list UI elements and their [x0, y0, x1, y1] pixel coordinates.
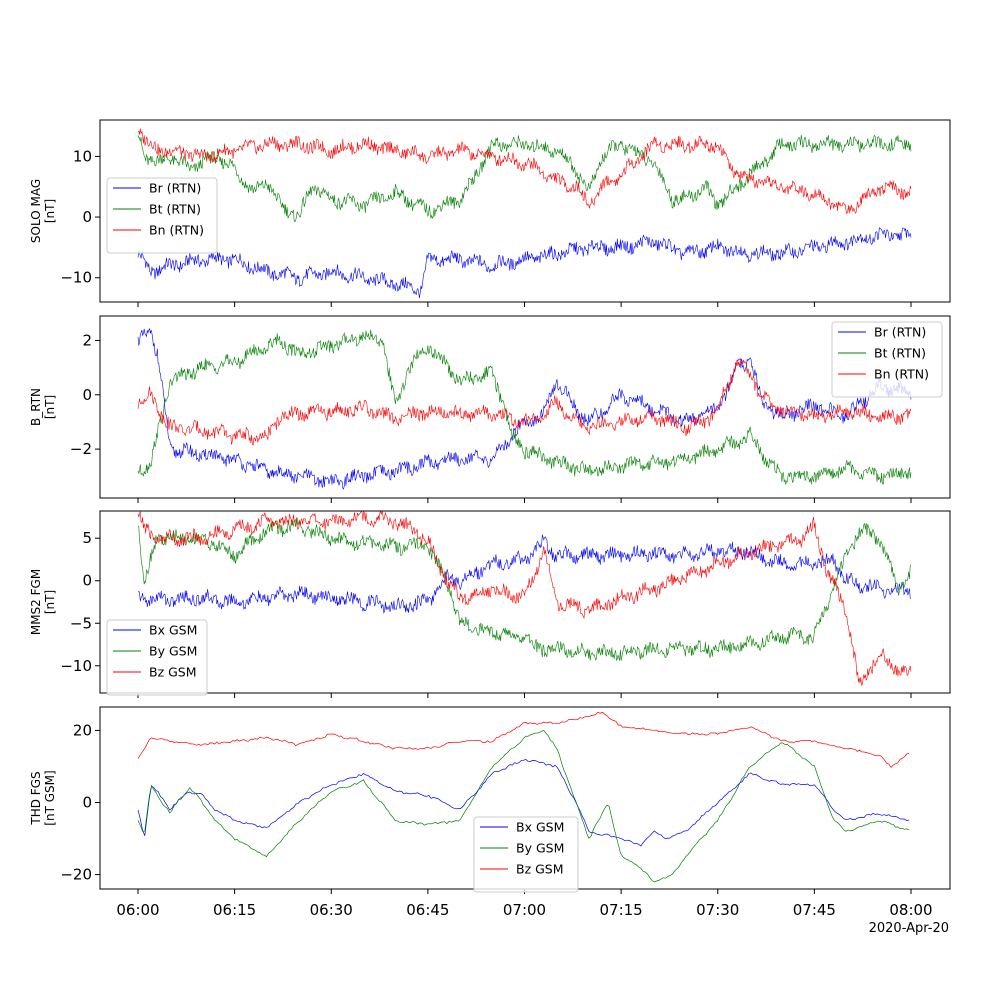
legend-entry: Bz GSM [149, 665, 197, 680]
panels: −10 0 10 SOLO MAG[nT] Br (RTN) Bt (RTN) Bn (RT… [29, 119, 951, 894]
y-tick-label: 20 [73, 721, 92, 739]
y-axis-label: B_RTN[nT] [29, 388, 57, 426]
y-tick-label: 0 [82, 208, 92, 226]
series-bx-gsm-line [137, 534, 912, 614]
legend-entry: Bz GSM [516, 862, 564, 877]
series-bt-rtn-line [137, 134, 912, 223]
y-tick-label: −5 [70, 614, 92, 632]
legend-entry: Bx GSM [149, 623, 197, 638]
panel-3: −10 −5 0 5 MMS2 FGM[nT] Bx GSM By GSM Bz GSM [29, 510, 951, 698]
panel-4: −20 0 20 THD FGS[nT GSM] Bx GSM By GSM Bz GSM [29, 706, 951, 894]
x-tick-label: 07:45 [793, 901, 836, 919]
y-tick-label: 2 [82, 331, 92, 349]
x-tick-label: 06:45 [406, 901, 449, 919]
panel-2: −2 0 2 B_RTN[nT] Br (RTN) Bt (RTN) Bn (RTN) [29, 315, 951, 503]
x-tick-label: 07:00 [503, 901, 546, 919]
legend-entry: Bn (RTN) [149, 223, 204, 238]
series-bn-rtn-line [137, 128, 912, 215]
y-tick-label: 0 [82, 572, 92, 590]
series-bn-rtn-line [137, 357, 912, 446]
panel-1: −10 0 10 SOLO MAG[nT] Br (RTN) Bt (RTN) Bn (RT… [29, 119, 951, 307]
series-br-rtn-line [137, 227, 912, 299]
x-tick-label: 06:15 [213, 901, 256, 919]
x-axis: 06:00 06:15 06:30 06:45 07:00 07:15 07:30 07:45… [116, 901, 932, 919]
legend: Br (RTN) Bt (RTN) Bn (RTN) [831, 321, 943, 398]
x-tick-label: 06:00 [116, 901, 159, 919]
series-bx-gsm-line [137, 758, 910, 847]
legend-entry: Bx GSM [516, 820, 564, 835]
series-bt-rtn-line [137, 329, 912, 485]
legend: Br (RTN) Bt (RTN) Bn (RTN) [106, 177, 218, 254]
y-tick-label: 0 [82, 386, 92, 404]
y-tick-label: −10 [60, 269, 92, 287]
legend-entry: By GSM [149, 644, 197, 659]
legend: Bx GSM By GSM Bz GSM [106, 619, 208, 696]
x-tick-label: 06:30 [310, 901, 353, 919]
legend-entry: By GSM [516, 841, 564, 856]
legend-entry: Bt (RTN) [874, 346, 926, 361]
y-tick-label: 10 [73, 147, 92, 165]
series-by-gsm-line [137, 729, 910, 883]
legend-entry: Bn (RTN) [874, 367, 929, 382]
y-tick-label: −20 [60, 866, 92, 884]
y-tick-label: 0 [82, 794, 92, 812]
y-tick-label: −10 [60, 657, 92, 675]
legend: Bx GSM By GSM Bz GSM [473, 816, 579, 893]
series-bz-gsm-line [137, 511, 912, 686]
series-bz-gsm-line [137, 711, 910, 768]
x-tick-label: 07:30 [696, 901, 739, 919]
y-tick-label: 5 [82, 529, 92, 547]
series-by-gsm-line [137, 517, 912, 662]
y-axis-label: SOLO MAG[nT] [29, 179, 57, 243]
x-tick-label: 08:00 [889, 901, 932, 919]
legend-entry: Br (RTN) [874, 325, 926, 340]
x-tick-label: 07:15 [600, 901, 643, 919]
y-tick-label: −2 [70, 440, 92, 458]
legend-entry: Bt (RTN) [149, 202, 201, 217]
legend-entry: Br (RTN) [149, 181, 201, 196]
date-label: 2020-Apr-20 [869, 921, 949, 936]
y-axis-label: THD FGS[nT GSM] [29, 770, 57, 825]
y-axis-label: MMS2 FGM[nT] [29, 569, 57, 635]
